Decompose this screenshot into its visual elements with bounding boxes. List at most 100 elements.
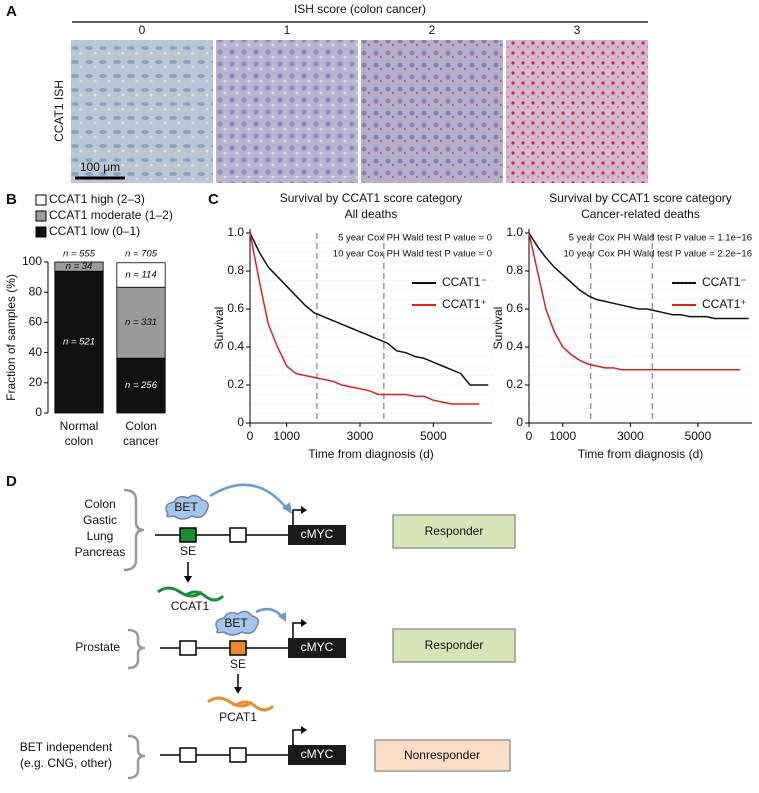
gene: cMYC bbox=[301, 527, 334, 541]
score-label: 1 bbox=[284, 23, 291, 37]
segment-label: n = 331 bbox=[125, 317, 157, 328]
survival-curve bbox=[528, 232, 749, 320]
segment-label: n = 521 bbox=[63, 337, 95, 348]
brace bbox=[127, 628, 146, 670]
legend-swatch bbox=[35, 226, 47, 238]
score-label: 0 bbox=[139, 23, 146, 37]
transcript: CCAT1 bbox=[171, 599, 210, 613]
x-tick-label: 5000 bbox=[685, 429, 712, 443]
panel-title: ISH score (colon cancer) bbox=[294, 2, 426, 16]
arrow-head bbox=[301, 726, 307, 734]
segment-label: n = 34 bbox=[66, 261, 93, 272]
x-tick-label: 0 bbox=[526, 429, 533, 443]
arrow-head bbox=[301, 506, 307, 514]
annotation: 5 year Cox PH Wald test P value = 1.1e−1… bbox=[569, 233, 752, 244]
bar-segment bbox=[54, 270, 104, 414]
total-label: n = 705 bbox=[125, 249, 158, 260]
se-box bbox=[229, 640, 247, 656]
y-tick-label: 60 bbox=[29, 315, 43, 329]
segment-label: n = 114 bbox=[125, 270, 156, 281]
y-tick-label: 0.6 bbox=[506, 301, 523, 315]
element: SE bbox=[230, 657, 246, 671]
panel-label: A bbox=[6, 3, 17, 20]
bet-cloud bbox=[215, 610, 259, 636]
y-tick-label: 0.4 bbox=[506, 339, 523, 353]
y-tick-label: 0.8 bbox=[227, 263, 244, 277]
bar-segment bbox=[116, 262, 166, 288]
y-tick-label: 0.2 bbox=[506, 377, 523, 391]
tss-arrow bbox=[292, 509, 304, 525]
annotation: 10 year Cox PH Wald test P value = 0 bbox=[333, 249, 492, 260]
chart-subtitle: Cancer-related deaths bbox=[581, 207, 700, 221]
y-tick-label: 80 bbox=[29, 284, 43, 298]
element: SE bbox=[180, 544, 196, 558]
gene-box bbox=[288, 525, 346, 545]
x-tick-label: 3000 bbox=[347, 429, 374, 443]
panel-label: D bbox=[6, 473, 17, 490]
x-tick-label: 1000 bbox=[549, 429, 576, 443]
tissue: Colon bbox=[84, 497, 115, 511]
x-tick-label: Colon cancer bbox=[123, 419, 159, 448]
response-box bbox=[392, 628, 516, 663]
tissue: Prostate bbox=[75, 640, 120, 654]
x-axis-label: Time from diagnosis (d) bbox=[578, 447, 704, 461]
y-axis-label: Survival bbox=[491, 307, 505, 350]
gene-box bbox=[288, 638, 346, 658]
segment-label: n = 256 bbox=[125, 380, 158, 391]
legend-label: CCAT1 high (2–3) bbox=[49, 192, 145, 206]
response-box bbox=[374, 739, 511, 772]
bar-segment bbox=[116, 286, 166, 359]
panel-label: C bbox=[208, 191, 219, 208]
x-tick-label: 0 bbox=[247, 429, 254, 443]
legend-label: CCAT1⁻ bbox=[702, 275, 747, 289]
y-tick-label: 0 bbox=[516, 415, 523, 429]
transcript-squiggle bbox=[207, 696, 275, 712]
tss-arrow bbox=[292, 622, 304, 638]
y-tick-label: 0 bbox=[237, 415, 244, 429]
survival-curve bbox=[249, 232, 480, 405]
response-box bbox=[392, 514, 516, 549]
y-tick-label: 20 bbox=[29, 375, 43, 389]
x-tick-label: 3000 bbox=[617, 429, 644, 443]
y-tick-label: 1.0 bbox=[506, 225, 523, 239]
enhancer-box bbox=[229, 747, 247, 763]
y-axis-label: Survival bbox=[212, 307, 226, 350]
enhancer-box bbox=[229, 527, 247, 543]
arrow-head bbox=[234, 687, 242, 694]
chart-title: Survival by CCAT1 score category bbox=[280, 191, 463, 205]
legend-label: CCAT1⁺ bbox=[702, 297, 747, 311]
tissue: Lung bbox=[87, 529, 114, 543]
tissue: Gastic bbox=[83, 513, 117, 527]
y-tick-label: 0.4 bbox=[227, 339, 244, 353]
total-label: n = 555 bbox=[63, 249, 96, 260]
y-tick-label: 0.6 bbox=[227, 301, 244, 315]
score-label: 3 bbox=[574, 23, 581, 37]
y-tick-label: 40 bbox=[29, 345, 43, 359]
legend-swatch bbox=[35, 210, 47, 222]
tissue: (e.g. CNG, other) bbox=[20, 756, 112, 770]
survival-curve bbox=[249, 232, 489, 386]
y-tick-label: 100 bbox=[22, 254, 42, 268]
scale-bar-label: 100 μm bbox=[80, 160, 120, 174]
annotation: 10 year Cox PH Wald test P value = 2.2e−… bbox=[563, 249, 752, 260]
legend-label: CCAT1⁺ bbox=[442, 297, 487, 311]
legend-label: CCAT1 low (0–1) bbox=[49, 224, 140, 238]
row-label: CCAT1 ISH bbox=[52, 80, 66, 142]
factor: BET bbox=[174, 500, 198, 514]
ish-image bbox=[216, 40, 358, 183]
arrow-head bbox=[184, 576, 192, 583]
transcript-squiggle bbox=[157, 586, 225, 602]
tissue: Pancreas bbox=[75, 545, 126, 559]
annotation: 5 year Cox PH Wald test P value = 0 bbox=[338, 233, 492, 244]
y-tick-label: 0.2 bbox=[227, 377, 244, 391]
tss-arrow bbox=[292, 729, 304, 745]
chart-subtitle: All deaths bbox=[345, 207, 398, 221]
response: Responder bbox=[425, 524, 484, 538]
arrow-head bbox=[278, 612, 286, 622]
x-axis-label: Time from diagnosis (d) bbox=[308, 447, 434, 461]
ish-image bbox=[506, 40, 648, 183]
x-tick-label: 1000 bbox=[273, 429, 300, 443]
y-tick-label: 0 bbox=[35, 405, 42, 419]
factor: BET bbox=[224, 616, 248, 630]
legend-swatch bbox=[35, 194, 47, 206]
